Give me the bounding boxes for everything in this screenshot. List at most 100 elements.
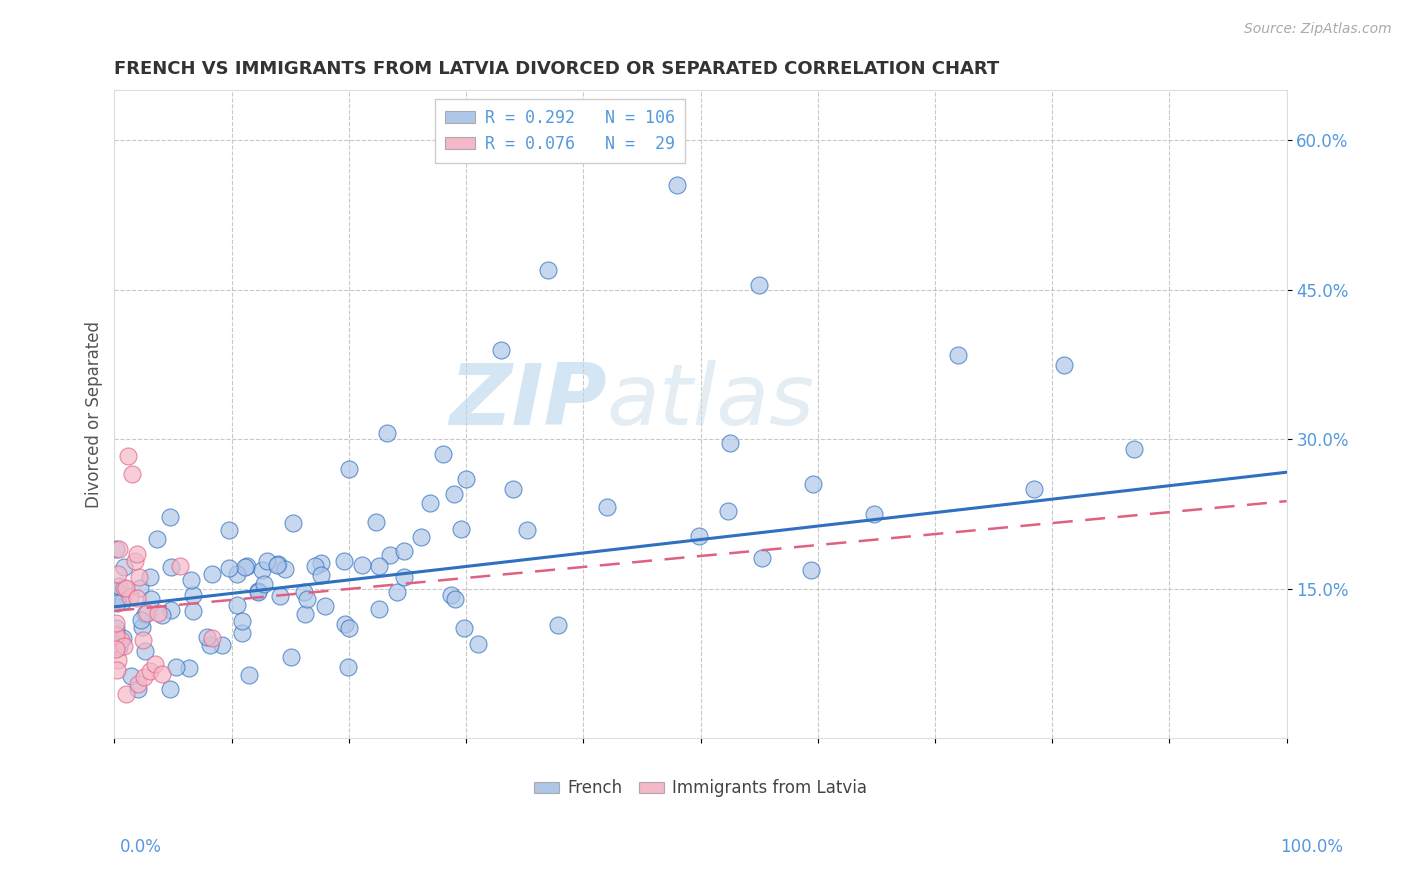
Point [128, 569, 150, 583]
Point [146, 533, 169, 547]
Point [121, 467, 143, 482]
Point [801, 477, 824, 491]
Point [198, 639, 221, 653]
Point [150, 607, 173, 622]
Point [195, 630, 218, 644]
Point [385, 585, 408, 599]
Point [440, 588, 463, 602]
Point [104, 616, 127, 631]
Point [717, 504, 740, 518]
Point [107, 591, 129, 605]
Point [337, 462, 360, 476]
Point [1053, 358, 1076, 372]
Point [183, 588, 205, 602]
Y-axis label: Divorced or Separated: Divorced or Separated [86, 321, 103, 508]
Point [104, 541, 127, 556]
Point [489, 343, 512, 357]
Point [127, 681, 149, 696]
Point [104, 627, 127, 641]
Point [104, 628, 127, 642]
Point [169, 558, 191, 573]
Point [238, 668, 260, 682]
Point [596, 500, 619, 515]
Point [159, 681, 181, 696]
Point [266, 558, 288, 572]
Point [380, 548, 402, 562]
Point [333, 554, 356, 568]
Point [336, 660, 359, 674]
Point [131, 620, 153, 634]
Point [108, 579, 131, 593]
Point [233, 560, 256, 574]
Point [148, 607, 170, 621]
Text: atlas: atlas [607, 359, 814, 443]
Point [364, 515, 387, 529]
Point [132, 670, 155, 684]
Point [502, 482, 524, 496]
Point [105, 640, 128, 654]
Point [107, 541, 129, 556]
Point [309, 556, 332, 570]
Point [128, 581, 150, 595]
Point [218, 523, 240, 537]
Point [138, 664, 160, 678]
Point [467, 637, 489, 651]
Point [105, 596, 128, 610]
Point [201, 566, 224, 581]
Point [443, 591, 465, 606]
Point [748, 277, 770, 292]
Point [250, 563, 273, 577]
Point [135, 607, 157, 621]
Point [454, 472, 477, 486]
Point [150, 666, 173, 681]
Point [948, 347, 970, 361]
Point [134, 607, 156, 622]
Point [450, 522, 472, 536]
Point [368, 558, 391, 573]
Point [863, 507, 886, 521]
Point [160, 603, 183, 617]
Point [112, 639, 135, 653]
Point [688, 529, 710, 543]
Text: FRENCH VS IMMIGRANTS FROM LATVIA DIVORCED OR SEPARATED CORRELATION CHART: FRENCH VS IMMIGRANTS FROM LATVIA DIVORCE… [114, 60, 1000, 78]
Point [273, 562, 295, 576]
Point [267, 557, 290, 571]
Point [226, 566, 249, 581]
Point [139, 570, 162, 584]
Point [108, 640, 131, 655]
Point [127, 547, 149, 561]
Point [131, 613, 153, 627]
Point [104, 641, 127, 656]
Point [160, 559, 183, 574]
Point [180, 573, 202, 587]
Point [352, 558, 374, 572]
Point [375, 425, 398, 440]
Point [394, 544, 416, 558]
Point [111, 594, 134, 608]
Point [253, 577, 276, 591]
Point [432, 447, 454, 461]
Point [165, 660, 187, 674]
Point [314, 599, 336, 613]
Point [226, 598, 249, 612]
Point [392, 570, 415, 584]
Point [718, 436, 741, 450]
Point [115, 687, 138, 701]
Text: Source: ZipAtlas.com: Source: ZipAtlas.com [1244, 22, 1392, 37]
Point [337, 621, 360, 635]
Point [114, 581, 136, 595]
Point [368, 602, 391, 616]
Point [179, 661, 201, 675]
Point [246, 584, 269, 599]
Text: ZIP: ZIP [449, 359, 607, 443]
Point [666, 178, 689, 192]
Point [159, 509, 181, 524]
Point [127, 591, 149, 605]
Point [547, 617, 569, 632]
Point [283, 516, 305, 530]
Point [453, 621, 475, 635]
Text: 0.0%: 0.0% [120, 838, 162, 856]
Point [246, 583, 269, 598]
Point [115, 581, 138, 595]
Point [139, 592, 162, 607]
